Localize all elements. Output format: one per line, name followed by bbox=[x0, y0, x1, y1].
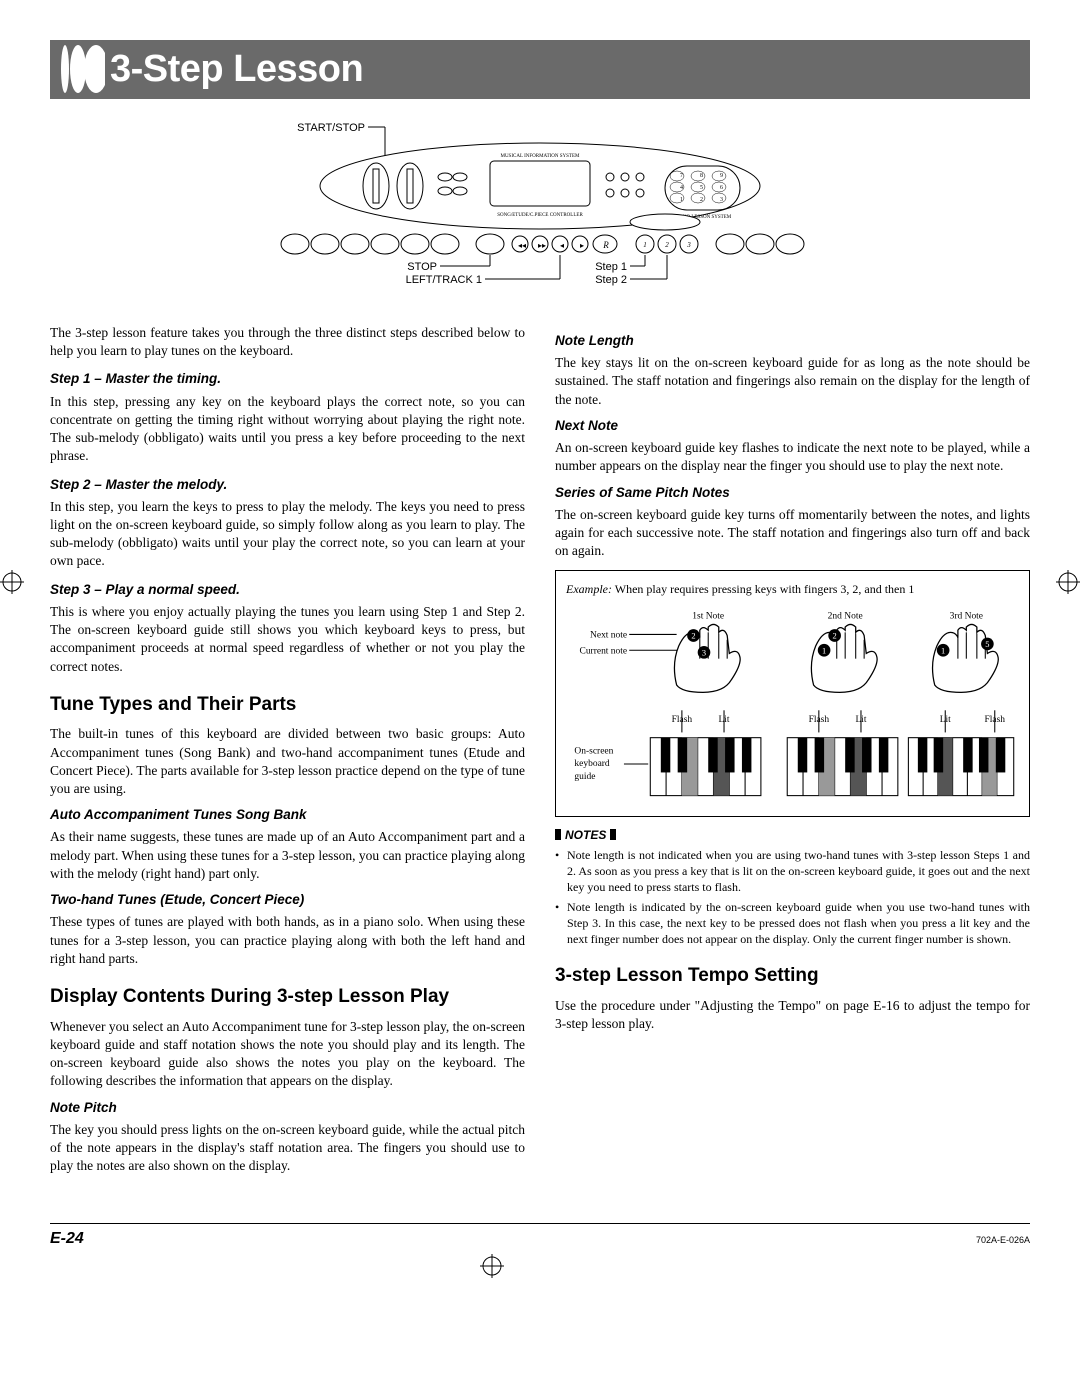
display-contents-heading: Display Contents During 3-step Lesson Pl… bbox=[50, 984, 525, 1010]
svg-text:▸: ▸ bbox=[580, 241, 584, 250]
step1-body: In this step, pressing any key on the ke… bbox=[50, 393, 525, 466]
step1-heading: Step 1 – Master the timing. bbox=[50, 370, 525, 388]
series-heading: Series of Same Pitch Notes bbox=[555, 484, 1030, 502]
step3-body: This is where you enjoy actually playing… bbox=[50, 603, 525, 676]
crop-mark-icon bbox=[480, 1254, 504, 1278]
svg-text:1st Note: 1st Note bbox=[692, 611, 724, 621]
note-length-body: The key stays lit on the on-screen keybo… bbox=[555, 354, 1030, 409]
svg-text:5: 5 bbox=[985, 639, 989, 649]
keyboard-panel-diagram: START/STOP MUSICAL INFORMATION SYSTEM SO… bbox=[190, 119, 890, 299]
intro-text: The 3-step lesson feature takes you thro… bbox=[50, 324, 525, 360]
tune-types-body: The built-in tunes of this keyboard are … bbox=[50, 725, 525, 798]
example-text: When play requires pressing keys with fi… bbox=[612, 582, 914, 596]
notes-item: Note length is not indicated when you ar… bbox=[555, 847, 1030, 896]
svg-text:1: 1 bbox=[941, 645, 945, 655]
note-pitch-body: The key you should press lights on the o… bbox=[50, 1121, 525, 1176]
crop-mark-icon bbox=[1056, 570, 1080, 594]
svg-text:2: 2 bbox=[665, 241, 669, 249]
svg-text:START/STOP: START/STOP bbox=[297, 122, 365, 134]
doc-code: 702A-E-026A bbox=[976, 1235, 1030, 1245]
page-title-band: 3-Step Lesson bbox=[50, 40, 1030, 99]
next-note-body: An on-screen keyboard guide key flashes … bbox=[555, 439, 1030, 475]
notes-list: Note length is not indicated when you ar… bbox=[555, 847, 1030, 947]
svg-text:2nd Note: 2nd Note bbox=[828, 611, 863, 621]
title-ornament-icon bbox=[50, 40, 105, 99]
two-hand-heading: Two-hand Tunes (Etude, Concert Piece) bbox=[50, 891, 525, 909]
note-pitch-heading: Note Pitch bbox=[50, 1099, 525, 1117]
svg-text:R: R bbox=[602, 240, 609, 250]
svg-text:▸▸: ▸▸ bbox=[538, 241, 546, 250]
next-note-heading: Next Note bbox=[555, 417, 1030, 435]
tempo-heading: 3-step Lesson Tempo Setting bbox=[555, 963, 1030, 989]
svg-text:2: 2 bbox=[691, 630, 695, 640]
auto-accomp-body: As their name suggests, these tunes are … bbox=[50, 828, 525, 883]
tempo-body: Use the procedure under "Adjusting the T… bbox=[555, 997, 1030, 1033]
svg-text:6: 6 bbox=[720, 185, 723, 191]
series-body: The on-screen keyboard guide key turns o… bbox=[555, 506, 1030, 561]
svg-text:MUSICAL INFORMATION SYSTEM: MUSICAL INFORMATION SYSTEM bbox=[501, 154, 581, 159]
svg-text:2: 2 bbox=[833, 630, 837, 640]
svg-text:keyboard: keyboard bbox=[574, 759, 609, 769]
svg-text:7: 7 bbox=[680, 173, 683, 179]
left-column: The 3-step lesson feature takes you thro… bbox=[50, 324, 525, 1183]
svg-text:LEFT/TRACK 1: LEFT/TRACK 1 bbox=[406, 274, 482, 286]
svg-text:Next note: Next note bbox=[590, 630, 627, 640]
svg-text:◂: ◂ bbox=[560, 241, 564, 250]
svg-text:On-screen: On-screen bbox=[574, 746, 613, 756]
note-bar-icon bbox=[610, 829, 616, 840]
crop-mark-icon bbox=[0, 570, 24, 594]
right-column: Note Length The key stays lit on the on-… bbox=[555, 324, 1030, 1183]
notes-item: Note length is indicated by the on-scree… bbox=[555, 899, 1030, 948]
page-footer: E-24 702A-E-026A bbox=[50, 1223, 1030, 1248]
note-length-heading: Note Length bbox=[555, 332, 1030, 350]
svg-text:STOP: STOP bbox=[407, 261, 437, 273]
svg-text:Step 2: Step 2 bbox=[595, 274, 627, 286]
svg-text:◂◂: ◂◂ bbox=[518, 241, 526, 250]
step2-body: In this step, you learn the keys to pres… bbox=[50, 498, 525, 571]
two-hand-body: These types of tunes are played with bot… bbox=[50, 913, 525, 968]
svg-text:5: 5 bbox=[700, 185, 703, 191]
tune-types-heading: Tune Types and Their Parts bbox=[50, 692, 525, 718]
svg-text:8: 8 bbox=[700, 173, 703, 179]
example-prefix: Example: bbox=[566, 582, 612, 596]
step2-heading: Step 2 – Master the melody. bbox=[50, 476, 525, 494]
svg-text:guide: guide bbox=[574, 771, 595, 781]
example-box: Example: When play requires pressing key… bbox=[555, 570, 1030, 816]
svg-text:3: 3 bbox=[702, 647, 706, 657]
svg-text:SONG/ETUDE/C.PIECE CONTROLLER: SONG/ETUDE/C.PIECE CONTROLLER bbox=[497, 213, 583, 218]
svg-text:3: 3 bbox=[686, 241, 691, 249]
svg-text:3rd Note: 3rd Note bbox=[950, 611, 983, 621]
svg-text:1: 1 bbox=[822, 645, 826, 655]
step3-heading: Step 3 – Play a normal speed. bbox=[50, 581, 525, 599]
notes-heading: NOTES bbox=[555, 827, 1030, 843]
svg-text:Step 1: Step 1 bbox=[595, 261, 627, 273]
auto-accomp-heading: Auto Accompaniment Tunes Song Bank bbox=[50, 806, 525, 824]
page-number: E-24 bbox=[50, 1230, 84, 1248]
svg-text:Current note: Current note bbox=[580, 646, 628, 656]
page-title: 3-Step Lesson bbox=[110, 48, 363, 90]
svg-text:9: 9 bbox=[720, 173, 723, 179]
display-contents-body: Whenever you select an Auto Accompanimen… bbox=[50, 1018, 525, 1091]
note-bar-icon bbox=[555, 829, 561, 840]
svg-text:1: 1 bbox=[643, 241, 647, 249]
